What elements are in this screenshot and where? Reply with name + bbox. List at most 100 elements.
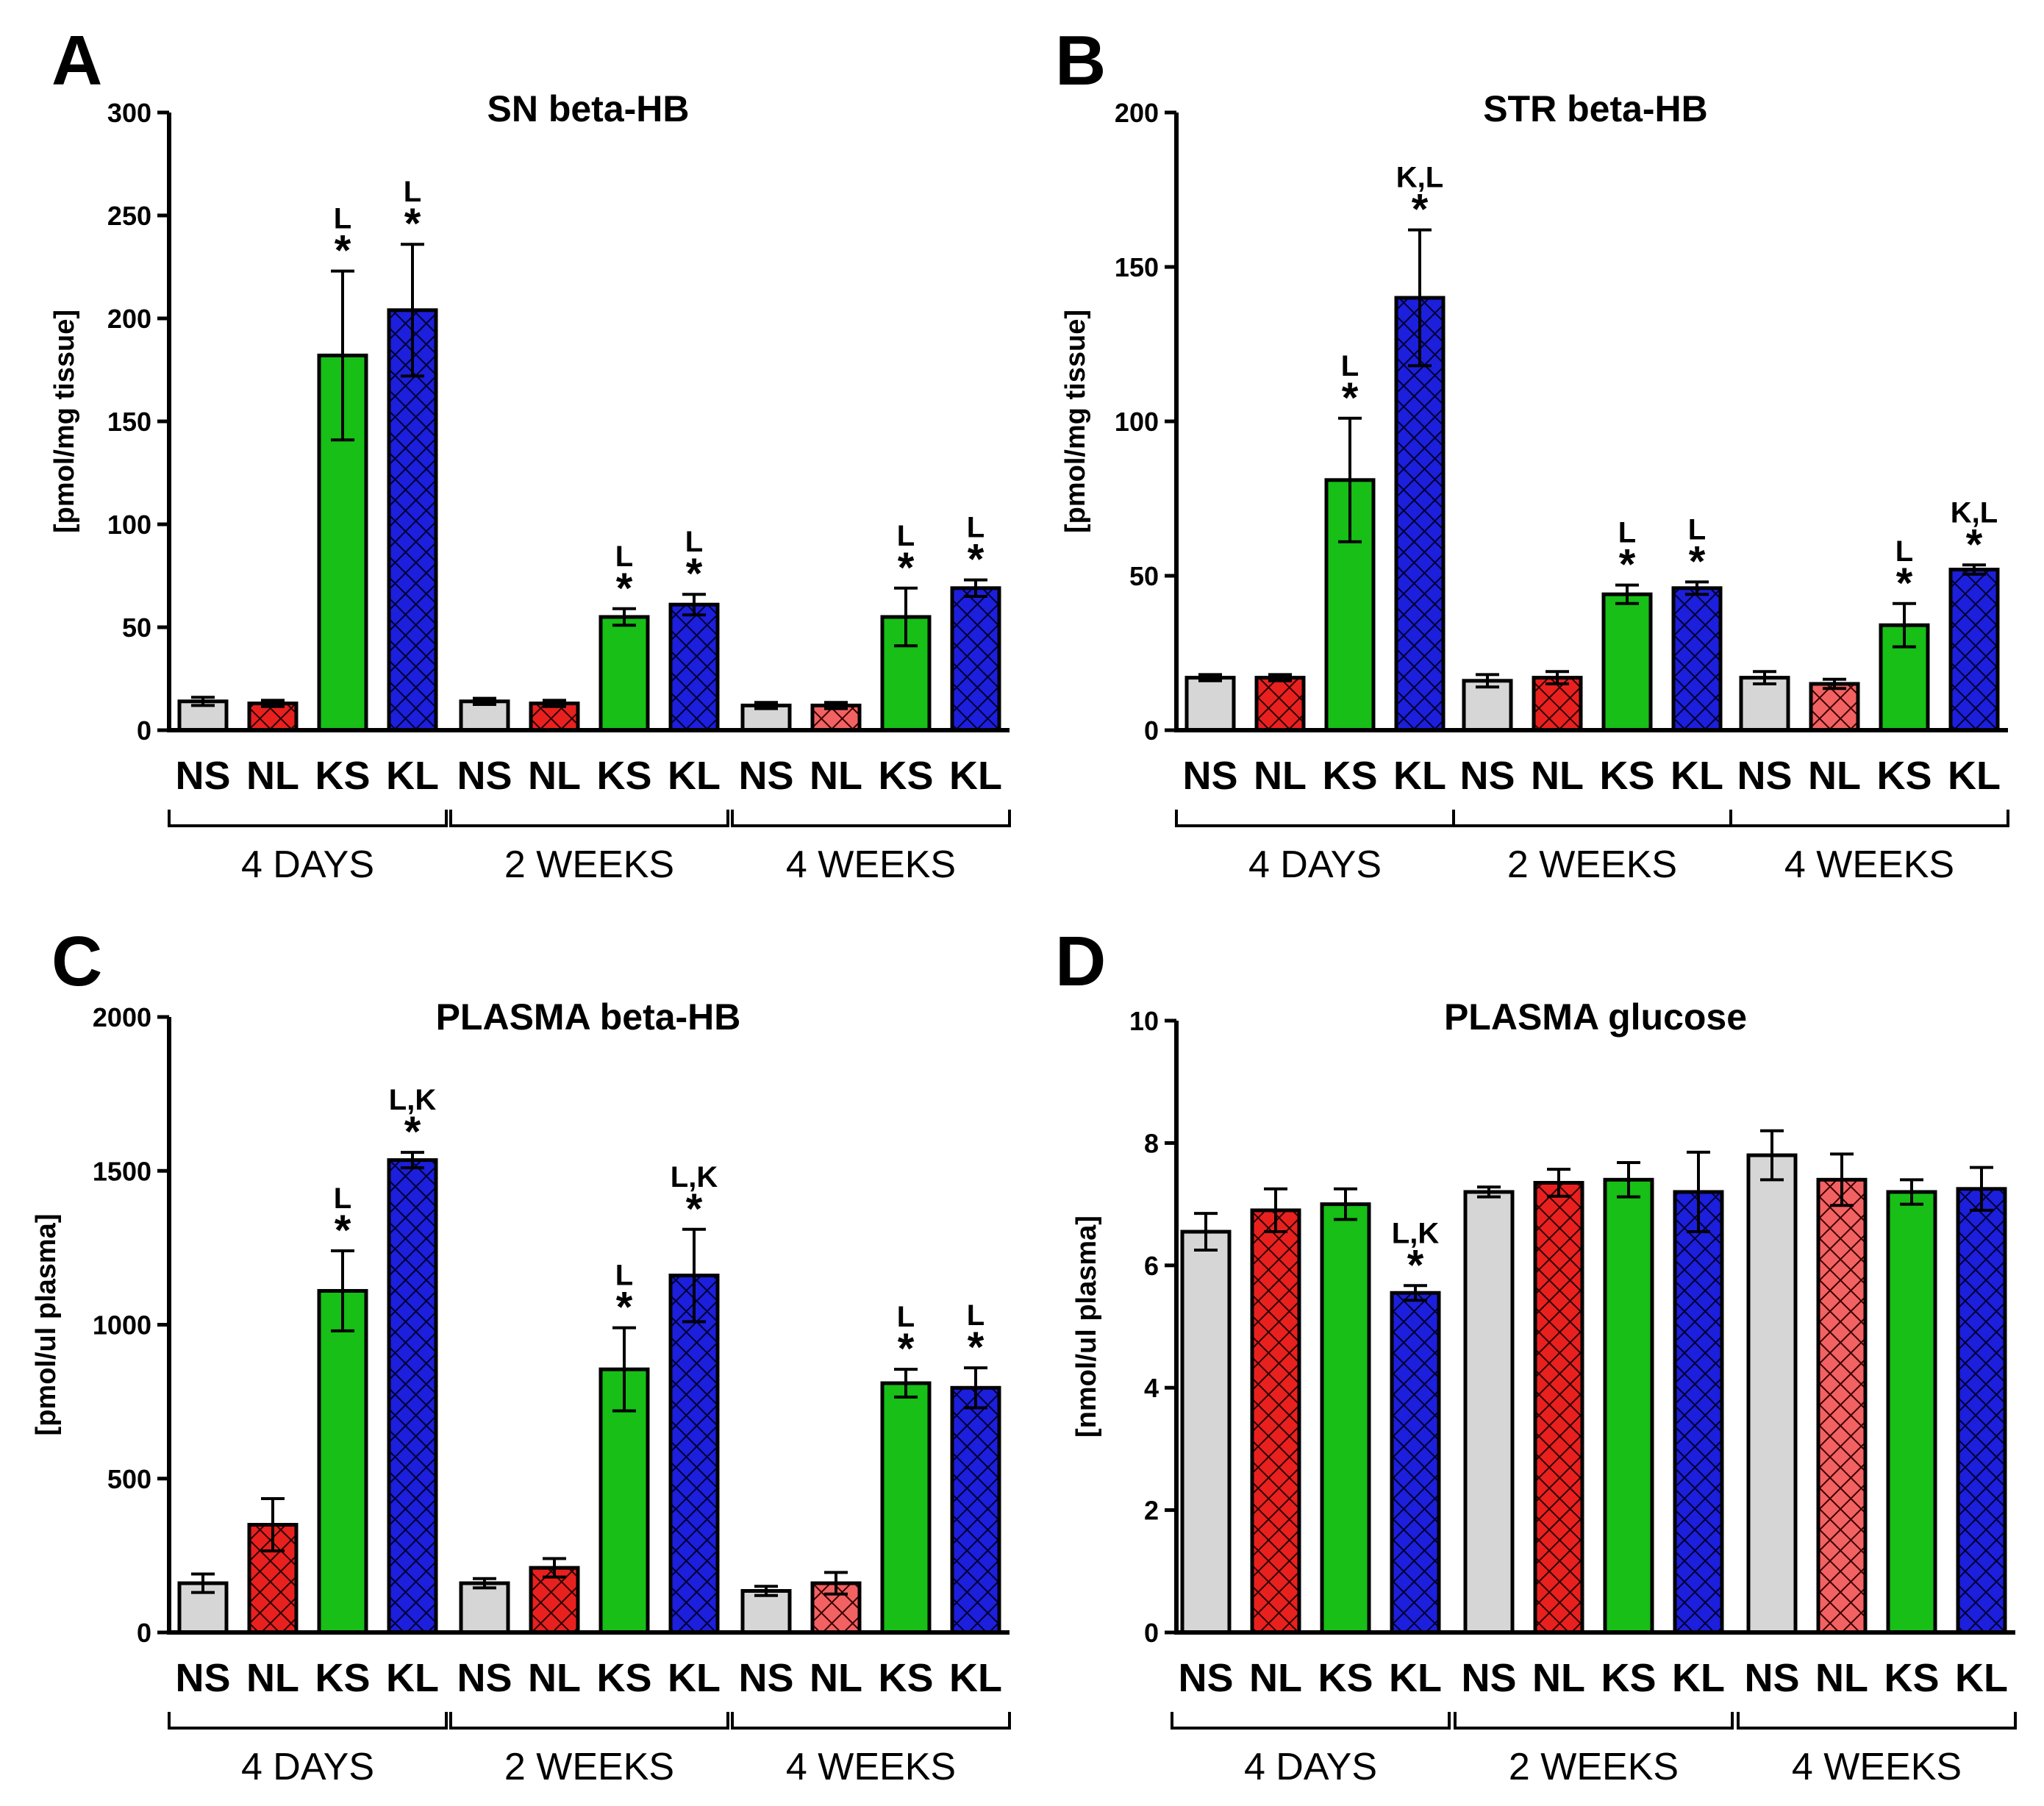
y-tick-label: 1500 [93, 1156, 151, 1186]
group-bracket [1737, 1712, 2017, 1730]
y-tick-label: 0 [137, 1618, 151, 1648]
bar-kl [1671, 586, 1723, 732]
group-bracket [449, 1712, 729, 1730]
significance-star: * [1407, 1241, 1424, 1289]
group-bracket [731, 1712, 1011, 1730]
category-label: KS [1599, 754, 1654, 798]
y-tick-label: 0 [137, 715, 151, 746]
y-tick-label: 150 [1115, 252, 1159, 282]
bar-kl [950, 586, 1001, 732]
bar-kl [1390, 1291, 1441, 1635]
bar-kl [1673, 1190, 1724, 1635]
bar-kl [1394, 296, 1446, 732]
group-label: 4 DAYS [241, 1746, 374, 1788]
group-label: 4 WEEKS [786, 1746, 956, 1788]
significance-star: * [404, 200, 421, 248]
significance-star: * [616, 565, 633, 613]
category-label: NL [1532, 1656, 1585, 1700]
category-label: KL [668, 1656, 721, 1700]
category-label: KS [1601, 1656, 1656, 1700]
significance-label: L [1341, 350, 1359, 382]
y-axis-label: [pmol/ul plasma] [31, 1214, 62, 1436]
category-label: KL [386, 754, 439, 798]
group-label: 4 DAYS [241, 843, 374, 886]
bar-kl [950, 1385, 1001, 1635]
category-label: KL [1389, 1656, 1442, 1700]
group-label: 2 WEEKS [1509, 1746, 1679, 1788]
category-label: NS [1744, 1656, 1799, 1700]
category-label: NS [1459, 754, 1515, 798]
category-label: KS [878, 754, 933, 798]
group-label: 4 WEEKS [1784, 843, 1954, 886]
bar-ks [1603, 1177, 1654, 1635]
category-label: NS [1182, 754, 1237, 798]
y-tick-label: 10 [1129, 1006, 1159, 1036]
chart-title: PLASMA glucose [1444, 996, 1747, 1038]
y-tick-label: 1000 [93, 1310, 151, 1341]
category-label: KS [596, 754, 651, 798]
significance-label: L [897, 1301, 915, 1333]
y-tick-label: 0 [1144, 1618, 1159, 1648]
panel-letter: A [51, 21, 102, 100]
significance-label: L [404, 176, 421, 208]
y-tick-label: 200 [1115, 98, 1159, 128]
group-bracket [1454, 1712, 1734, 1730]
category-label: NL [810, 1656, 862, 1700]
category-label: NL [528, 1656, 581, 1700]
y-tick-label: 8 [1144, 1128, 1159, 1158]
panel-d: D PLASMA glucose [nmol/ul plasma] NS NL KS *L,… [1055, 922, 2017, 1788]
group-label: 2 WEEKS [1507, 843, 1677, 886]
y-axis-label: [nmol/ul plasma] [1071, 1216, 1102, 1438]
bar-kl [668, 1274, 720, 1635]
group-label: 2 WEEKS [504, 843, 674, 886]
significance-label: L [334, 1182, 351, 1215]
category-label: KS [1318, 1656, 1373, 1700]
category-label: KS [1322, 754, 1377, 798]
bar-ks [1601, 592, 1653, 732]
bar-ks [317, 1288, 368, 1635]
category-label: NS [175, 1656, 230, 1700]
significance-label: L [334, 203, 351, 235]
y-tick-label: 300 [107, 98, 151, 128]
category-label: KL [1955, 1656, 2008, 1700]
category-label: NS [457, 1656, 512, 1700]
significance-star: * [1966, 521, 1983, 568]
bar-ks [880, 1381, 932, 1635]
significance-star: * [1412, 186, 1429, 234]
significance-label: L [897, 520, 915, 552]
significance-label: L,K [1392, 1217, 1440, 1249]
bar-ns [1184, 676, 1236, 732]
panel-letter: D [1055, 922, 1106, 1001]
group-bracket [449, 810, 729, 827]
bar-ns [459, 1581, 510, 1635]
y-tick-label: 4 [1144, 1373, 1159, 1403]
y-axis-label: [pmol/mg tissue] [1060, 310, 1091, 533]
significance-label: L,K [389, 1084, 437, 1116]
bar-ns [1462, 679, 1513, 732]
y-tick-label: 50 [1129, 561, 1159, 591]
category-label: KS [878, 1656, 933, 1700]
category-label: NL [246, 1656, 299, 1700]
bar-nl [1254, 676, 1306, 732]
group-bracket [1171, 1712, 1451, 1730]
significance-label: K,L [1951, 496, 1998, 529]
significance-label: K,L [1396, 162, 1443, 194]
category-label: KS [596, 1656, 651, 1700]
significance-star: * [686, 550, 703, 598]
category-label: KL [386, 1656, 439, 1700]
significance-label: L,K [671, 1161, 718, 1193]
y-tick-label: 50 [122, 613, 151, 643]
category-label: KL [1672, 1656, 1725, 1700]
significance-star: * [1689, 538, 1706, 585]
bar-kl [387, 1158, 438, 1635]
category-label: KL [1393, 754, 1446, 798]
bar-ks [1886, 1190, 1937, 1635]
chart-title: SN beta-HB [487, 88, 689, 129]
bar-nl [1809, 682, 1860, 732]
bar-nl [1533, 1180, 1584, 1635]
significance-star: * [968, 536, 985, 584]
bar-kl [668, 602, 720, 732]
category-label: KS [315, 1656, 370, 1700]
